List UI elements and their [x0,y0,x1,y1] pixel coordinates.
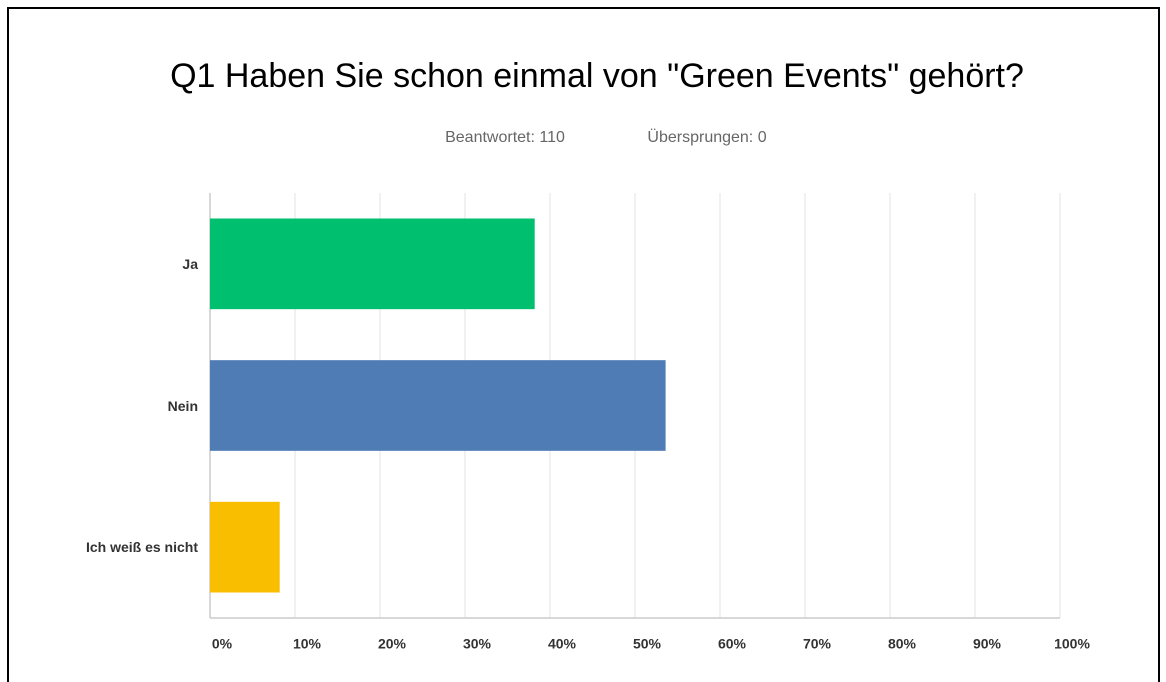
x-tick-label: 40% [548,636,577,652]
bar [210,501,280,593]
category-label: Ja [182,255,198,272]
category-label: Nein [167,397,198,414]
category-label: Ich weiß es nicht [85,539,198,556]
bar [210,360,666,451]
answered-count: Beantwortet: 110 [445,129,565,146]
x-tick-label: 50% [633,636,662,652]
x-tick-label: 90% [973,636,1002,652]
chart-title: Q1 Haben Sie schon einmal von "Green Eve… [170,57,1024,95]
bar [210,218,535,310]
x-tick-label: 30% [463,636,492,652]
x-tick-label: 60% [718,636,747,652]
skipped-count: Übersprungen: 0 [647,128,766,146]
x-tick-label: 0% [212,636,233,652]
x-tick-label: 20% [378,636,407,652]
x-tick-label: 70% [803,636,832,652]
x-tick-label: 80% [888,636,917,652]
frame [7,7,1160,682]
x-tick-label: 100% [1054,636,1090,652]
x-tick-label: 10% [293,636,322,652]
